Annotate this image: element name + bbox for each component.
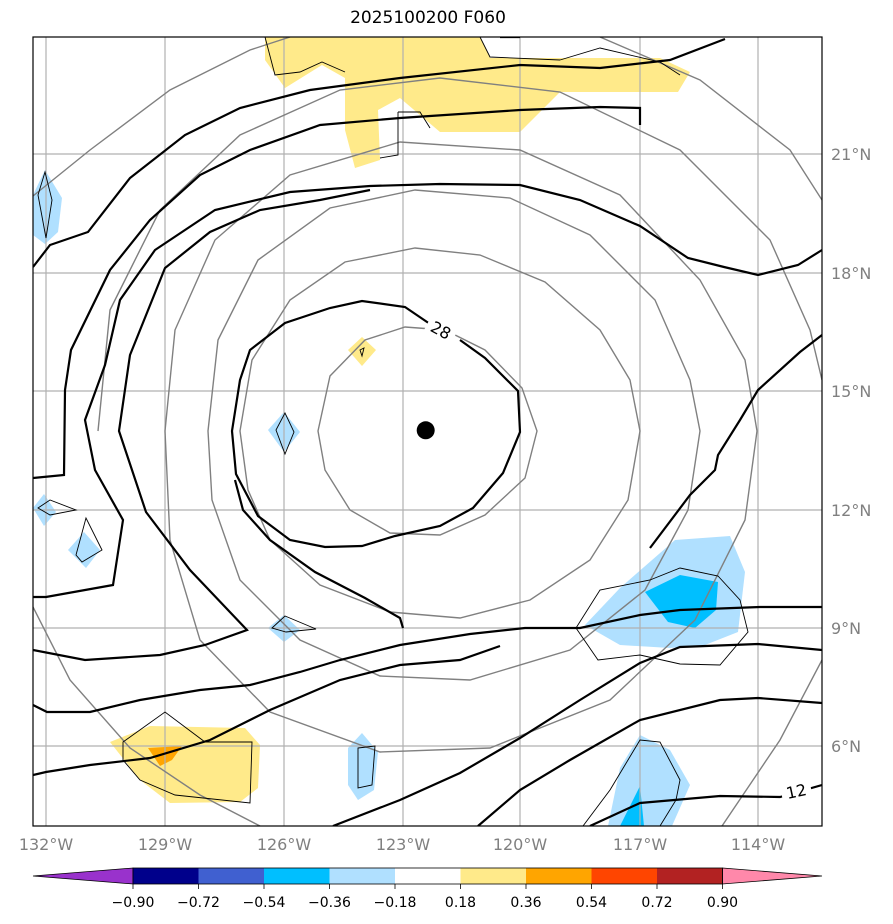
colorbar-segment-1 [133, 868, 199, 884]
colorbar-tick-label: −0.54 [243, 895, 286, 911]
lon-label-126w: 126°W [257, 835, 312, 854]
colorbar-segment-7 [526, 868, 592, 884]
map-frame [32, 36, 823, 827]
yellow-patch-north [265, 37, 690, 168]
yellow-patch-southwest [110, 726, 260, 803]
thin-black-contours [37, 37, 749, 826]
graticule [33, 37, 822, 826]
lat-label-15n: 15°N [831, 382, 871, 401]
longitude-labels: 132°W 129°W 126°W 123°W 120°W 117°W 114°… [19, 835, 786, 854]
cyan-patch-southeast [645, 575, 718, 628]
lon-label-117w: 117°W [613, 835, 668, 854]
contour-28 [230, 299, 522, 549]
lat-label-9n: 9°N [831, 619, 861, 638]
colorbar-segment-2 [198, 868, 264, 884]
colorbar-segment-3 [264, 868, 330, 884]
colorbar-segment-6 [460, 868, 526, 884]
colorbar-extend-low [32, 867, 134, 885]
colorbar-tick-label: 0.72 [641, 895, 672, 911]
colorbar-tick-label: 0.36 [510, 895, 541, 911]
colorbar-extend-high [722, 867, 823, 885]
colorbar-tick-label: 0.18 [445, 895, 476, 911]
contour-label-12: 12 [784, 780, 808, 803]
lon-label-129w: 129°W [138, 835, 193, 854]
colorbar: −0.90 −0.72 −0.54 −0.36 −0.18 0.18 0.36 … [32, 867, 823, 911]
lat-label-6n: 6°N [831, 737, 861, 756]
lat-label-21n: 21°N [831, 145, 871, 164]
lon-label-132w: 132°W [19, 835, 74, 854]
map-title: 2025100200 F060 [350, 8, 506, 28]
latitude-labels: 21°N 18°N 15°N 12°N 9°N 6°N [831, 145, 871, 756]
shaded-field [33, 37, 745, 826]
colorbar-segment-9 [657, 868, 723, 884]
lon-label-120w: 120°W [493, 835, 548, 854]
colorbar-tick-label: 0.90 [707, 895, 738, 911]
colorbar-tick-label: −0.36 [308, 895, 351, 911]
colorbar-segment-8 [591, 868, 657, 884]
lat-label-12n: 12°N [831, 501, 871, 520]
colorbar-tick-label: −0.90 [112, 895, 155, 911]
lat-label-18n: 18°N [831, 264, 871, 283]
colorbar-frame [132, 867, 723, 885]
colorbar-tick-label: 0.54 [576, 895, 607, 911]
colorbar-tick-label: −0.72 [177, 895, 220, 911]
thin-gray-contours [33, 37, 822, 826]
thick-contours [33, 37, 822, 826]
colorbar-segment-5 [395, 868, 461, 884]
storm-center-marker [416, 421, 435, 440]
lon-label-123w: 123°W [376, 835, 431, 854]
blue-patch-south [348, 733, 378, 800]
blue-patch-west-b [68, 532, 100, 568]
yellow-patch-center [348, 337, 376, 366]
lon-label-114w: 114°W [731, 835, 786, 854]
colorbar-segment-4 [329, 868, 395, 884]
colorbar-tick-label: −0.18 [374, 895, 417, 911]
blue-patch-far-south [608, 735, 690, 826]
